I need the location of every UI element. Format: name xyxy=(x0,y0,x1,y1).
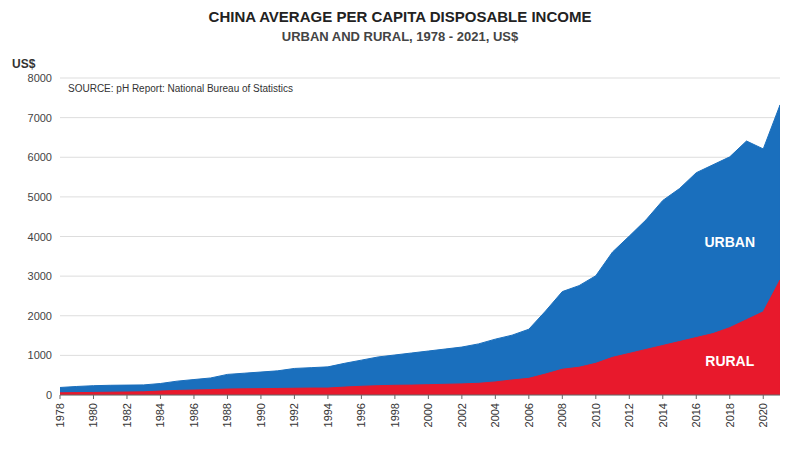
y-tick-label: 4000 xyxy=(28,231,52,243)
x-tick-label: 1988 xyxy=(221,403,233,427)
x-tick xyxy=(528,395,529,399)
x-tick xyxy=(93,395,94,399)
plot-area xyxy=(60,105,780,395)
x-tick-label: 2020 xyxy=(757,403,769,427)
x-tick xyxy=(260,395,261,399)
x-tick-label: 1984 xyxy=(154,403,166,427)
grid-line xyxy=(60,157,780,158)
x-tick xyxy=(227,395,228,399)
x-tick-label: 1980 xyxy=(87,403,99,427)
x-tick xyxy=(394,395,395,399)
grid-line xyxy=(60,117,780,118)
y-tick-label: 2000 xyxy=(28,310,52,322)
x-tick xyxy=(696,395,697,399)
x-tick xyxy=(361,395,362,399)
x-tick-label: 2012 xyxy=(623,403,635,427)
y-tick-label: 7000 xyxy=(28,112,52,124)
x-tick xyxy=(160,395,161,399)
y-tick-label: 1000 xyxy=(28,349,52,361)
title: CHINA AVERAGE PER CAPITA DISPOSABLE INCO… xyxy=(209,8,592,25)
x-tick xyxy=(495,395,496,399)
x-tick-label: 2016 xyxy=(690,403,702,427)
x-axis-line xyxy=(60,395,780,396)
x-tick xyxy=(60,395,61,399)
x-tick xyxy=(595,395,596,399)
x-tick xyxy=(294,395,295,399)
y-tick-label: 0 xyxy=(46,389,52,401)
chart: CHINA AVERAGE PER CAPITA DISPOSABLE INCO… xyxy=(0,0,800,450)
x-tick xyxy=(662,395,663,399)
x-tick-label: 1986 xyxy=(188,403,200,427)
x-tick-label: 2018 xyxy=(724,403,736,427)
y-tick-label: 8000 xyxy=(28,72,52,84)
x-tick-label: 2008 xyxy=(556,403,568,427)
x-tick xyxy=(729,395,730,399)
grid-line xyxy=(60,395,780,396)
x-tick-label: 1996 xyxy=(355,403,367,427)
series-label: RURAL xyxy=(705,353,754,369)
x-tick-label: 2014 xyxy=(657,403,669,427)
x-tick-label: 2002 xyxy=(456,403,468,427)
x-tick-label: 2010 xyxy=(590,403,602,427)
grid-line xyxy=(60,78,780,79)
x-tick-label: 1990 xyxy=(255,403,267,427)
x-tick-label: 2000 xyxy=(422,403,434,427)
series-label: URBAN xyxy=(704,234,755,250)
grid xyxy=(60,78,780,395)
x-tick-label: 1998 xyxy=(389,403,401,427)
x-tick-label: 1978 xyxy=(54,403,66,427)
background xyxy=(0,0,800,450)
x-tick-label: 1982 xyxy=(121,403,133,427)
annotation: SOURCE: pH Report: National Bureau of St… xyxy=(68,83,293,94)
x-tick-label: 2006 xyxy=(523,403,535,427)
x-tick xyxy=(461,395,462,399)
y-tick-label: 3000 xyxy=(28,270,52,282)
x-tick xyxy=(126,395,127,399)
x-tick xyxy=(193,395,194,399)
x-tick xyxy=(763,395,764,399)
x-tick-label: 1992 xyxy=(288,403,300,427)
y-tick-label: 5000 xyxy=(28,191,52,203)
area xyxy=(60,280,780,395)
x-tick xyxy=(428,395,429,399)
x-tick xyxy=(562,395,563,399)
x-tick xyxy=(327,395,328,399)
x-tick-label: 1994 xyxy=(322,403,334,427)
subtitle: URBAN AND RURAL, 1978 - 2021, US$ xyxy=(282,29,519,44)
x-tick-label: 2004 xyxy=(489,403,501,427)
y-axis-label: US$ xyxy=(12,57,36,71)
area xyxy=(60,105,780,395)
x-tick xyxy=(629,395,630,399)
y-tick-label: 6000 xyxy=(28,151,52,163)
